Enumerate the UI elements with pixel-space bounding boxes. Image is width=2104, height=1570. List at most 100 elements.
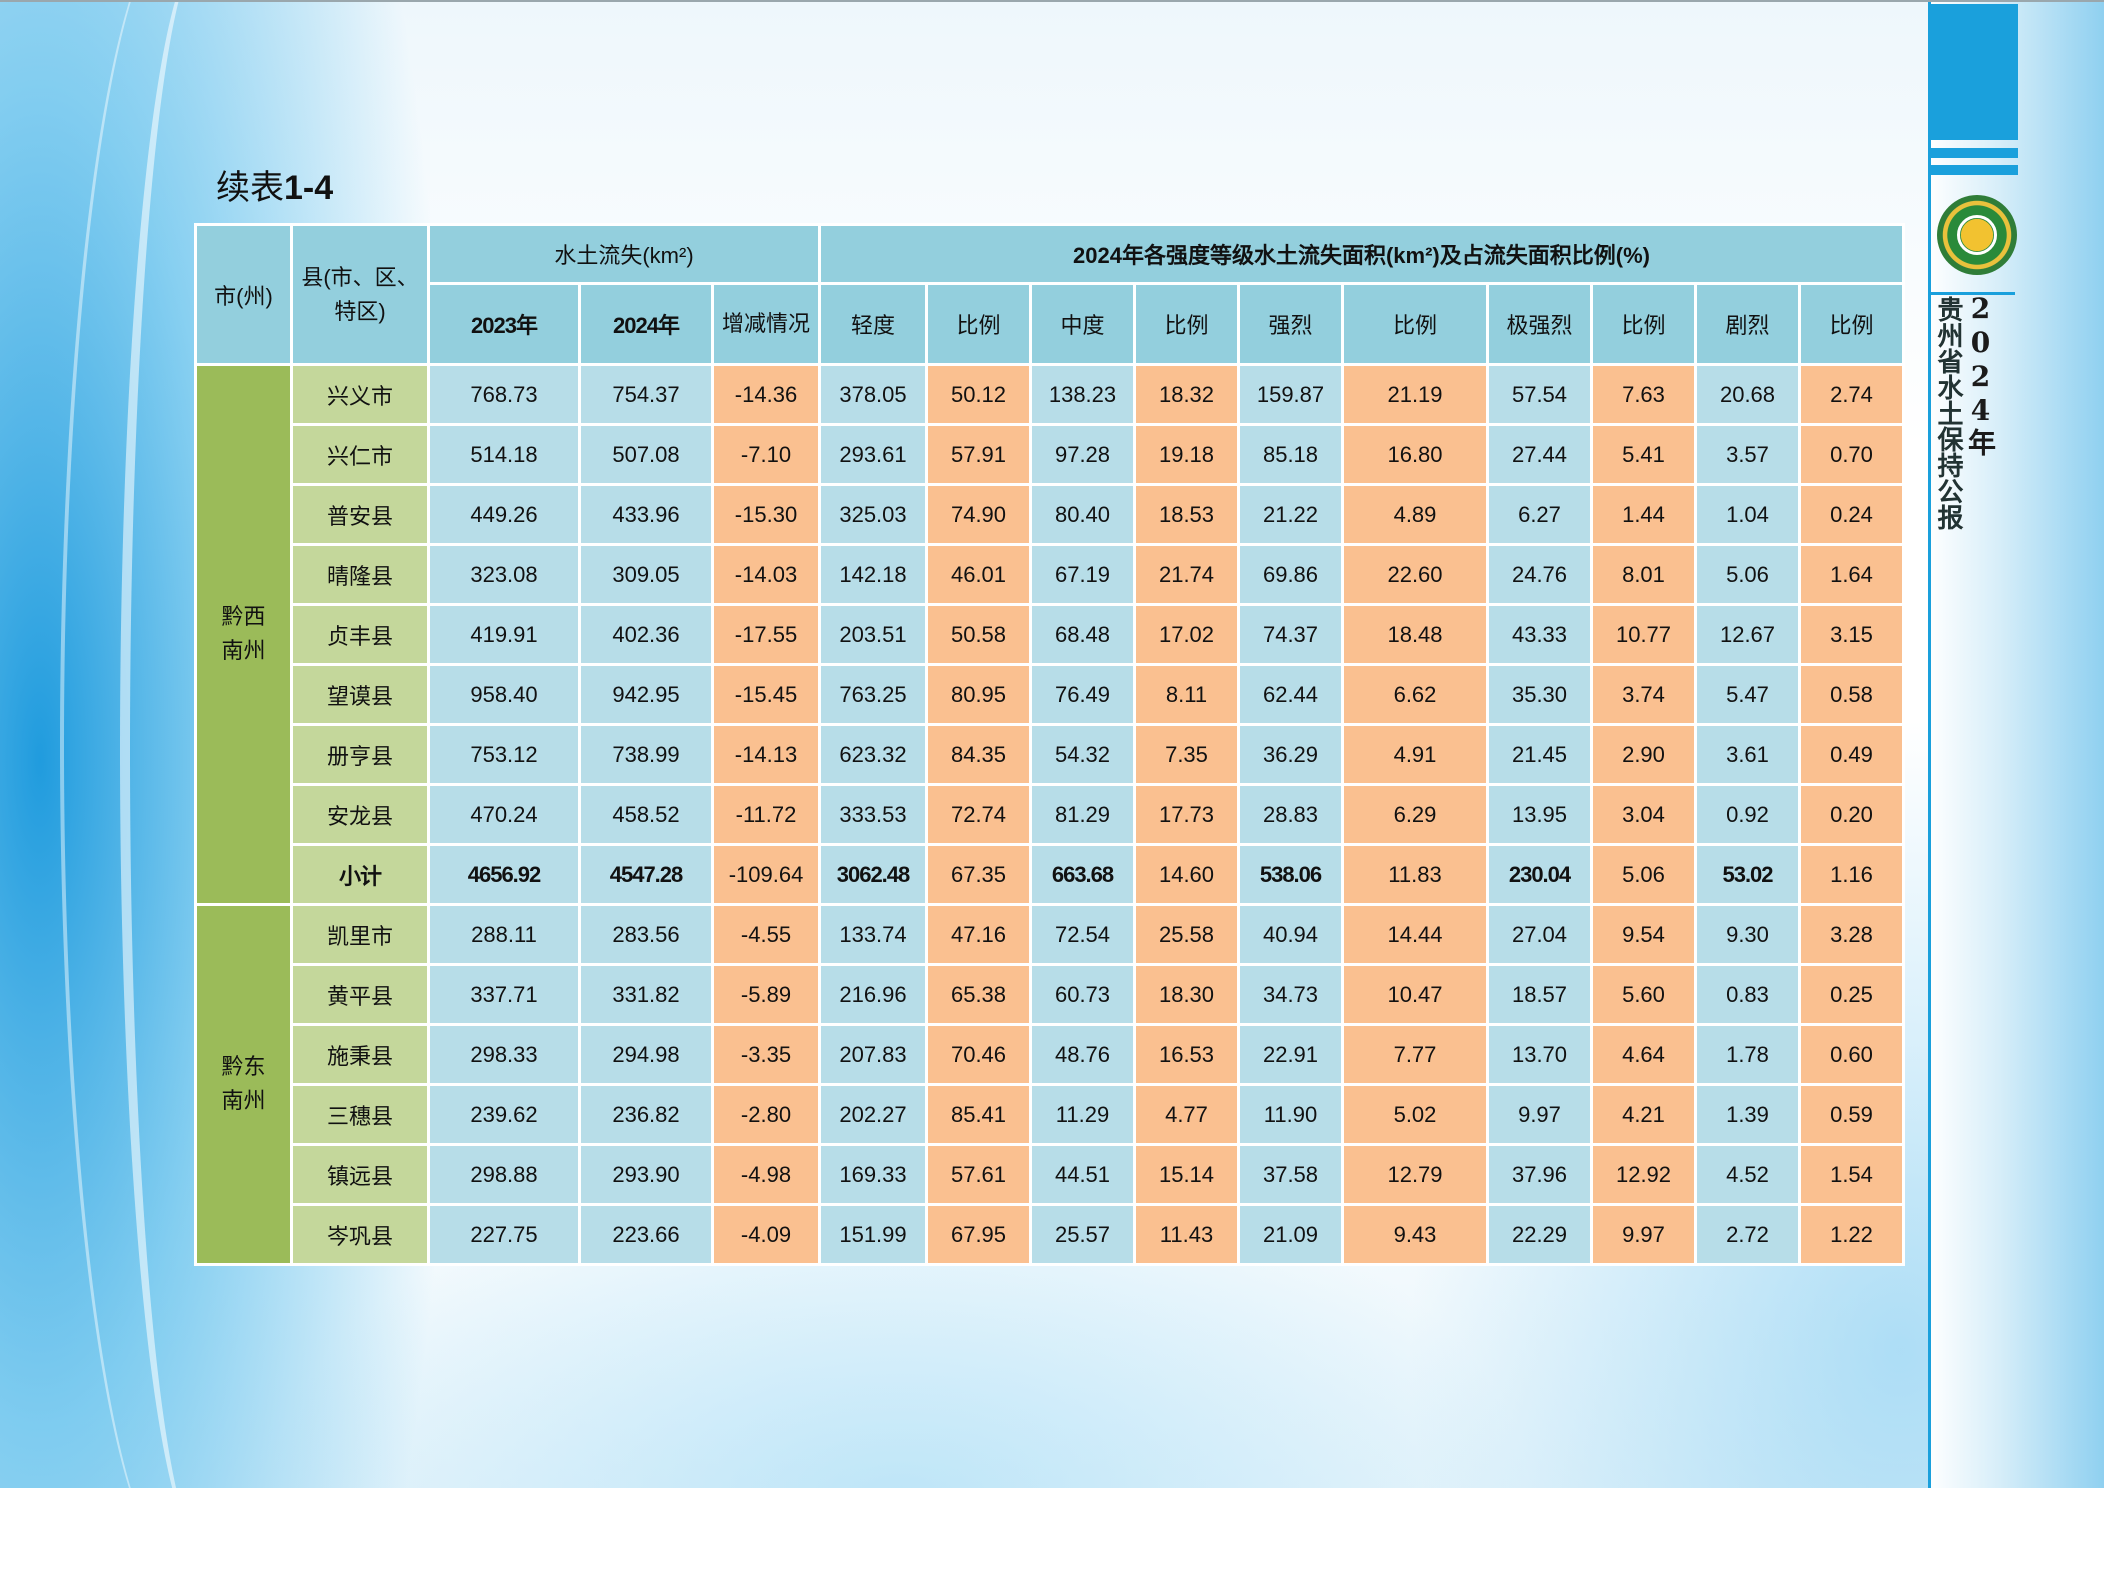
value-cell: 202.27 [821, 1086, 925, 1143]
value-cell: 69.86 [1240, 546, 1341, 603]
value-cell: 942.95 [581, 666, 711, 723]
value-cell: 433.96 [581, 486, 711, 543]
value-cell: 16.53 [1136, 1026, 1237, 1083]
value-cell: 80.40 [1032, 486, 1133, 543]
value-cell: -14.03 [714, 546, 818, 603]
value-cell: 10.47 [1344, 966, 1486, 1023]
value-cell: 1.39 [1697, 1086, 1798, 1143]
value-cell: 50.12 [928, 366, 1029, 423]
value-cell: 21.45 [1489, 726, 1590, 783]
header-ratio: 比例 [1801, 285, 1902, 363]
value-cell: 159.87 [1240, 366, 1341, 423]
city-cell: 黔西南州 [197, 366, 290, 903]
table-row: 普安县 449.26 433.96 -15.30 325.03 74.90 80.40 18.… [197, 486, 1902, 543]
value-cell: 80.95 [928, 666, 1029, 723]
header-county: 县(市、区、特区) [293, 226, 427, 363]
value-cell: 20.68 [1697, 366, 1798, 423]
value-cell: 0.25 [1801, 966, 1902, 1023]
value-cell: 3.61 [1697, 726, 1798, 783]
value-cell: 0.60 [1801, 1026, 1902, 1083]
value-cell: 538.06 [1240, 846, 1341, 903]
value-cell: 18.32 [1136, 366, 1237, 423]
value-cell: 18.57 [1489, 966, 1590, 1023]
value-cell: 207.83 [821, 1026, 925, 1083]
value-cell: 3.74 [1593, 666, 1694, 723]
value-cell: 72.74 [928, 786, 1029, 843]
header-very-intense: 极强烈 [1489, 285, 1590, 363]
value-cell: 294.98 [581, 1026, 711, 1083]
value-cell: 15.14 [1136, 1146, 1237, 1203]
value-cell: 0.58 [1801, 666, 1902, 723]
value-cell: 9.30 [1697, 906, 1798, 963]
value-cell: 68.48 [1032, 606, 1133, 663]
value-cell: 449.26 [430, 486, 578, 543]
subtotal-row: 小计 4656.92 4547.28 -109.64 3062.48 67.35 663.6… [197, 846, 1902, 903]
value-cell: 22.91 [1240, 1026, 1341, 1083]
city-cell: 黔东南州 [197, 906, 290, 1263]
value-cell: 4.89 [1344, 486, 1486, 543]
value-cell: 74.90 [928, 486, 1029, 543]
value-cell: 11.43 [1136, 1206, 1237, 1263]
value-cell: 6.27 [1489, 486, 1590, 543]
value-cell: 27.04 [1489, 906, 1590, 963]
value-cell: 12.67 [1697, 606, 1798, 663]
value-cell: 25.58 [1136, 906, 1237, 963]
value-cell: 60.73 [1032, 966, 1133, 1023]
value-cell: -4.55 [714, 906, 818, 963]
value-cell: 7.35 [1136, 726, 1237, 783]
header-intensity: 2024年各强度等级水土流失面积(km²)及占流失面积比例(%) [821, 226, 1902, 282]
value-cell: 5.06 [1697, 546, 1798, 603]
header-ratio: 比例 [928, 285, 1029, 363]
value-cell: 223.66 [581, 1206, 711, 1263]
value-cell: 4.77 [1136, 1086, 1237, 1143]
value-cell: 40.94 [1240, 906, 1341, 963]
value-cell: 14.44 [1344, 906, 1486, 963]
value-cell: 8.11 [1136, 666, 1237, 723]
value-cell: 169.33 [821, 1146, 925, 1203]
value-cell: 2.74 [1801, 366, 1902, 423]
value-cell: 419.91 [430, 606, 578, 663]
value-cell: -5.89 [714, 966, 818, 1023]
value-cell: 22.29 [1489, 1206, 1590, 1263]
value-cell: 298.88 [430, 1146, 578, 1203]
value-cell: 1.22 [1801, 1206, 1902, 1263]
county-name: 普安县 [293, 486, 427, 543]
value-cell: 227.75 [430, 1206, 578, 1263]
value-cell: 138.23 [1032, 366, 1133, 423]
value-cell: 4547.28 [581, 846, 711, 903]
value-cell: 50.58 [928, 606, 1029, 663]
value-cell: 46.01 [928, 546, 1029, 603]
value-cell: 293.90 [581, 1146, 711, 1203]
value-cell: 70.46 [928, 1026, 1029, 1083]
value-cell: 3.28 [1801, 906, 1902, 963]
value-cell: 47.16 [928, 906, 1029, 963]
value-cell: 21.22 [1240, 486, 1341, 543]
value-cell: 0.70 [1801, 426, 1902, 483]
value-cell: 378.05 [821, 366, 925, 423]
value-cell: 239.62 [430, 1086, 578, 1143]
county-name: 施秉县 [293, 1026, 427, 1083]
sidebar-rule [1931, 292, 2015, 295]
value-cell: 14.60 [1136, 846, 1237, 903]
value-cell: 337.71 [430, 966, 578, 1023]
value-cell: 754.37 [581, 366, 711, 423]
value-cell: -3.35 [714, 1026, 818, 1083]
value-cell: 18.30 [1136, 966, 1237, 1023]
value-cell: 738.99 [581, 726, 711, 783]
value-cell: 4.52 [1697, 1146, 1798, 1203]
value-cell: 5.02 [1344, 1086, 1486, 1143]
value-cell: 7.77 [1344, 1026, 1486, 1083]
value-cell: 2.90 [1593, 726, 1694, 783]
county-name: 兴义市 [293, 366, 427, 423]
value-cell: 6.29 [1344, 786, 1486, 843]
value-cell: 753.12 [430, 726, 578, 783]
header-severe: 剧烈 [1697, 285, 1798, 363]
value-cell: 333.53 [821, 786, 925, 843]
header-change: 增减情况 [714, 285, 818, 363]
value-cell: 10.77 [1593, 606, 1694, 663]
value-cell: 623.32 [821, 726, 925, 783]
value-cell: 67.19 [1032, 546, 1133, 603]
value-cell: 288.11 [430, 906, 578, 963]
county-name: 凯里市 [293, 906, 427, 963]
value-cell: -11.72 [714, 786, 818, 843]
